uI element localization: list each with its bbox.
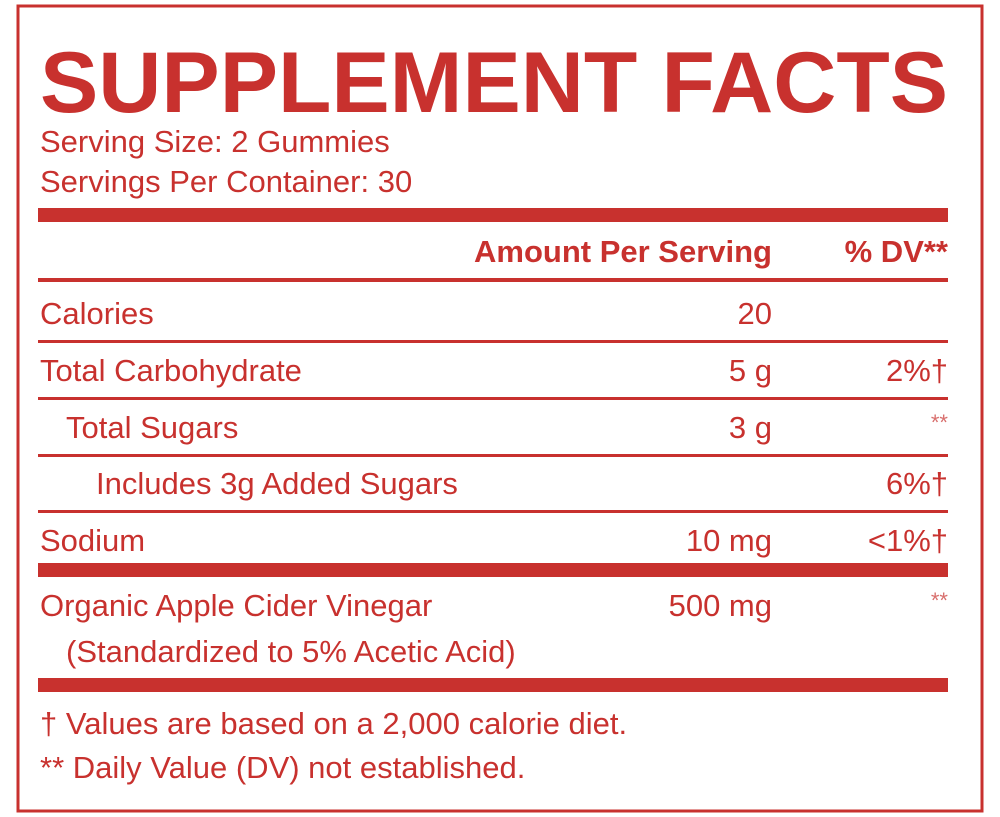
row-rule	[38, 510, 948, 513]
thick-rule	[38, 563, 948, 577]
serving-size: Serving Size: 2 Gummies	[40, 124, 390, 159]
thick-rule	[38, 678, 948, 692]
nutrient-name: Total Sugars	[66, 410, 238, 445]
nutrient-name: Includes 3g Added Sugars	[96, 466, 458, 501]
nutrient-dv: <1%†	[868, 523, 948, 558]
thick-rule	[38, 208, 948, 222]
nutrient-name: Organic Apple Cider Vinegar	[40, 588, 432, 623]
nutrient-dv: 2%†	[886, 353, 948, 388]
thin-rule	[38, 278, 948, 282]
nutrient-dv: 6%†	[886, 466, 948, 501]
dv-header: % DV**	[845, 234, 949, 269]
nutrient-amount: 5 g	[729, 353, 772, 388]
nutrient-amount: 500 mg	[669, 588, 772, 623]
footnote: † Values are based on a 2,000 calorie di…	[40, 706, 627, 741]
nutrient-name: Total Carbohydrate	[40, 353, 302, 388]
nutrient-amount: 10 mg	[686, 523, 772, 558]
nutrient-name: Calories	[40, 296, 154, 331]
label-border	[16, 4, 984, 813]
row-rule	[38, 397, 948, 400]
nutrient-amount: 20	[738, 296, 772, 331]
nutrient-amount: 3 g	[729, 410, 772, 445]
nutrient-dv: **	[931, 410, 949, 435]
footnote: ** Daily Value (DV) not established.	[40, 750, 525, 785]
row-rule	[38, 454, 948, 457]
row-rule	[38, 340, 948, 343]
servings-per-container: Servings Per Container: 30	[40, 164, 412, 199]
nutrient-name: Sodium	[40, 523, 145, 558]
amount-header: Amount Per Serving	[474, 234, 772, 269]
label-title: SUPPLEMENT FACTS	[40, 35, 948, 131]
nutrient-dv: **	[931, 588, 949, 613]
nutrient-detail: (Standardized to 5% Acetic Acid)	[66, 634, 516, 669]
